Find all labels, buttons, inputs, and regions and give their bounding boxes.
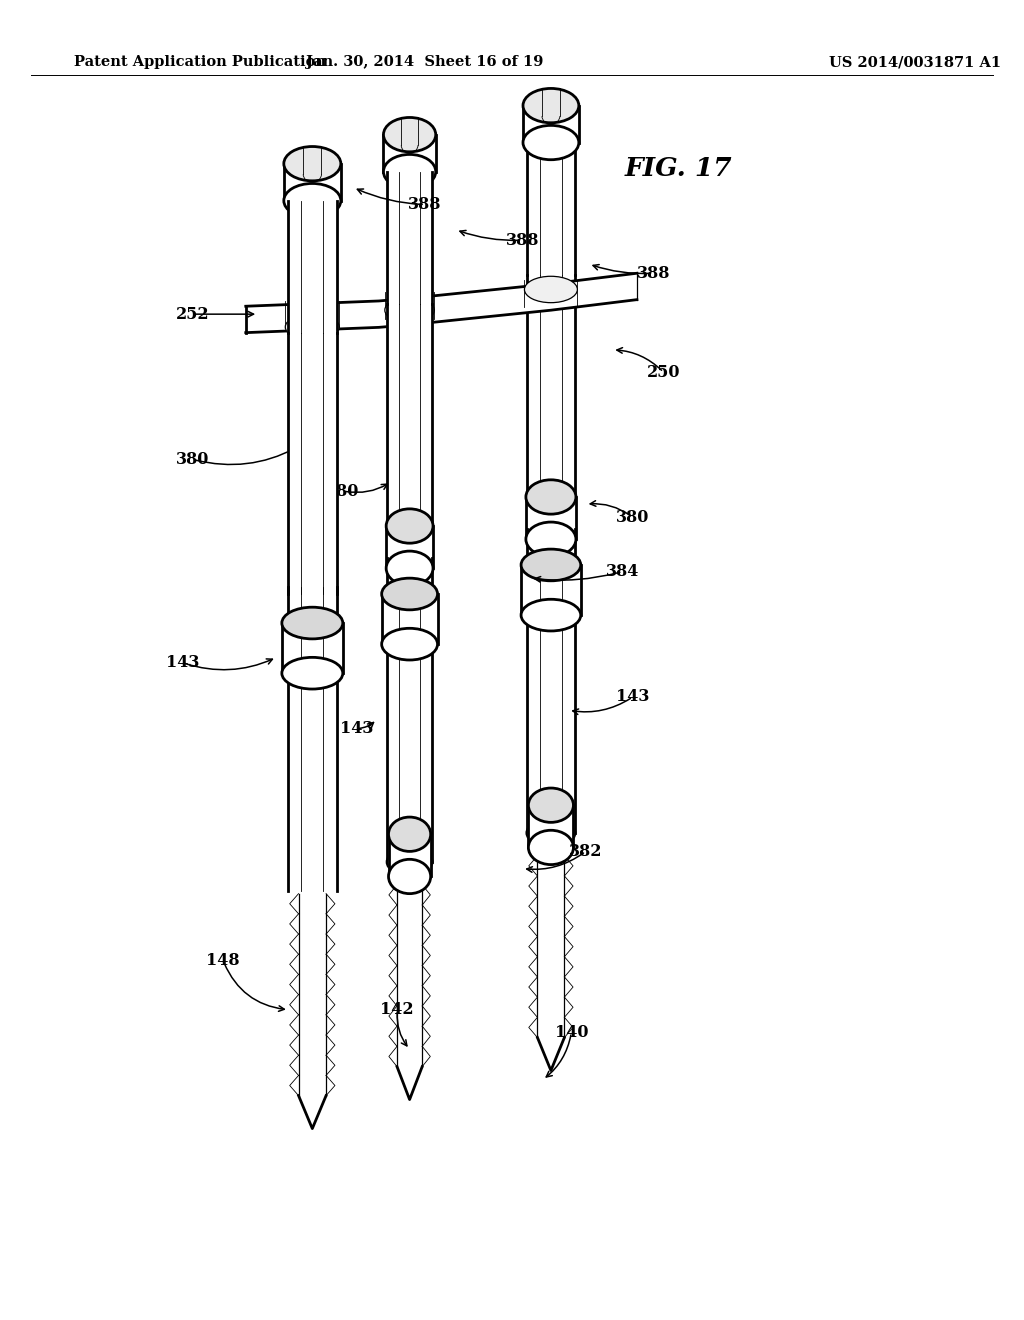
Text: Jan. 30, 2014  Sheet 16 of 19: Jan. 30, 2014 Sheet 16 of 19 xyxy=(306,55,544,70)
Text: 388: 388 xyxy=(506,232,539,248)
Ellipse shape xyxy=(523,88,579,123)
Ellipse shape xyxy=(382,578,437,610)
Ellipse shape xyxy=(388,817,431,851)
Text: 142: 142 xyxy=(381,1002,414,1018)
Polygon shape xyxy=(246,273,637,333)
Text: 252: 252 xyxy=(176,306,209,322)
Polygon shape xyxy=(387,172,432,304)
Ellipse shape xyxy=(527,820,575,846)
Ellipse shape xyxy=(528,788,573,822)
Text: 250: 250 xyxy=(647,364,680,380)
Ellipse shape xyxy=(523,125,579,160)
Ellipse shape xyxy=(385,297,434,323)
Polygon shape xyxy=(521,565,581,615)
Text: 143: 143 xyxy=(166,655,199,671)
Ellipse shape xyxy=(284,147,341,181)
Polygon shape xyxy=(527,529,575,618)
Text: 148: 148 xyxy=(207,953,240,969)
Ellipse shape xyxy=(521,599,581,631)
Polygon shape xyxy=(526,496,575,539)
Text: 388: 388 xyxy=(409,197,441,213)
Ellipse shape xyxy=(387,849,432,875)
Ellipse shape xyxy=(526,479,575,513)
Text: 380: 380 xyxy=(327,483,359,499)
Polygon shape xyxy=(528,805,573,847)
Polygon shape xyxy=(387,644,432,862)
Ellipse shape xyxy=(521,549,581,581)
Polygon shape xyxy=(282,623,343,673)
Ellipse shape xyxy=(524,276,578,302)
Polygon shape xyxy=(397,865,422,1067)
Polygon shape xyxy=(383,135,436,172)
Polygon shape xyxy=(523,106,579,143)
Polygon shape xyxy=(387,304,432,565)
Polygon shape xyxy=(299,1096,326,1129)
Polygon shape xyxy=(527,143,575,275)
Ellipse shape xyxy=(383,117,436,152)
Ellipse shape xyxy=(526,521,575,557)
Text: 143: 143 xyxy=(340,721,373,737)
Text: 140: 140 xyxy=(555,1024,588,1040)
Text: FIG. 17: FIG. 17 xyxy=(625,156,732,181)
Ellipse shape xyxy=(282,657,343,689)
Ellipse shape xyxy=(382,628,437,660)
Polygon shape xyxy=(288,587,337,676)
Text: Patent Application Publication: Patent Application Publication xyxy=(74,55,326,70)
Polygon shape xyxy=(288,333,337,594)
Polygon shape xyxy=(538,836,564,1038)
Text: 143: 143 xyxy=(616,689,649,705)
Polygon shape xyxy=(299,894,326,1096)
Polygon shape xyxy=(386,525,433,568)
Ellipse shape xyxy=(388,859,431,894)
Polygon shape xyxy=(388,834,431,876)
Text: 380: 380 xyxy=(616,510,649,525)
Ellipse shape xyxy=(386,552,433,586)
Ellipse shape xyxy=(282,607,343,639)
Polygon shape xyxy=(288,201,337,333)
Ellipse shape xyxy=(528,830,573,865)
Ellipse shape xyxy=(286,314,339,341)
Text: 384: 384 xyxy=(606,564,639,579)
Polygon shape xyxy=(527,275,575,536)
Text: 382: 382 xyxy=(569,843,602,859)
Text: 380: 380 xyxy=(176,451,209,467)
Polygon shape xyxy=(284,164,341,201)
Ellipse shape xyxy=(383,154,436,189)
Polygon shape xyxy=(527,615,575,833)
Polygon shape xyxy=(387,558,432,647)
Polygon shape xyxy=(397,1067,422,1100)
Polygon shape xyxy=(538,1038,564,1071)
Ellipse shape xyxy=(284,183,341,218)
Polygon shape xyxy=(288,673,337,891)
Polygon shape xyxy=(382,594,437,644)
Text: 388: 388 xyxy=(637,265,670,281)
Ellipse shape xyxy=(386,510,433,544)
Text: US 2014/0031871 A1: US 2014/0031871 A1 xyxy=(829,55,1001,70)
